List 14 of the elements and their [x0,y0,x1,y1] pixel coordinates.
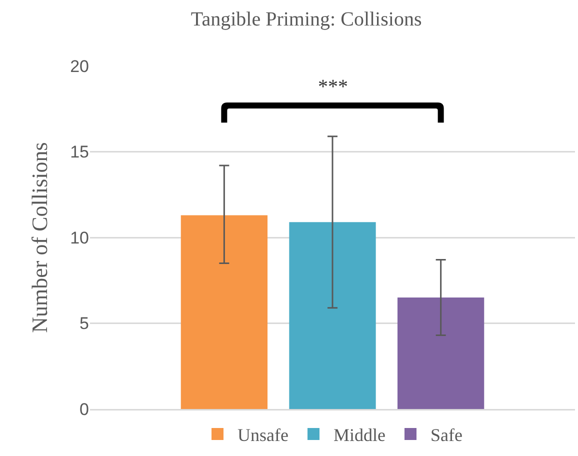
bar [397,298,484,409]
bar [289,222,376,409]
y-tick-label: 20 [70,56,89,76]
annotation: *** [318,76,348,98]
y-tick-label: 15 [70,142,89,162]
legend-label: Safe [430,425,462,446]
y-tick-label: 5 [80,314,89,334]
y-tick-label: 10 [70,228,89,248]
legend-label: Unsafe [238,425,288,446]
chart-title: Tangible Priming: Collisions [190,8,422,30]
legend-label: Middle [333,425,386,446]
bar [180,215,268,409]
y-axis-title: Number of Collisions [26,142,52,333]
y-tick-label: 0 [80,400,89,419]
